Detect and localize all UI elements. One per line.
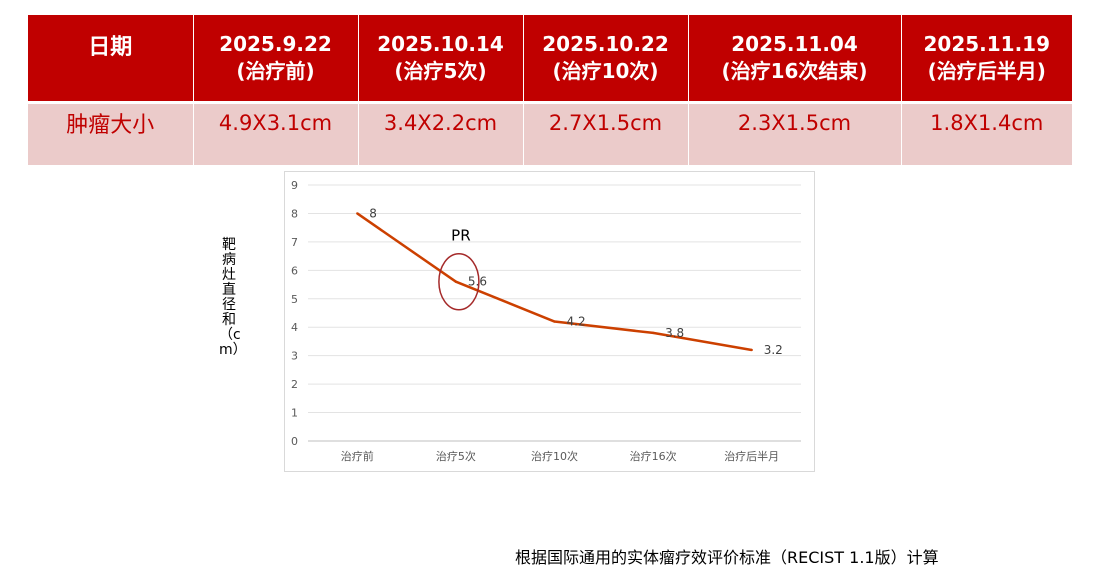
y-tick-label: 5: [291, 293, 298, 306]
y-tick-label: 3: [291, 350, 298, 363]
table-cell: 3.4X2.2cm: [357, 101, 523, 165]
data-point: [750, 348, 753, 352]
data-point: [454, 280, 458, 283]
header-cell: 2025.10.22 (治疗10次): [522, 15, 688, 103]
y-tick-label: 1: [291, 407, 298, 420]
y-axis-label: 靶病灶直径和（cm）: [219, 237, 247, 358]
y-tick-label: 2: [291, 378, 298, 391]
table-cell: 1.8X1.4cm: [900, 101, 1072, 165]
y-tick-label: 7: [291, 236, 298, 249]
header-cell: 2025.11.04 (治疗16次结束): [687, 15, 901, 103]
header-date: 2025.10.14: [377, 32, 504, 56]
y-tick-label: 8: [291, 207, 298, 220]
data-point: [553, 320, 556, 323]
header-note: (治疗后半月): [927, 59, 1046, 83]
y-tick-label: 9: [291, 179, 298, 192]
pr-annotation-ellipse: [438, 252, 480, 311]
series-line: [356, 212, 752, 352]
header-date-label: 日期: [28, 15, 193, 103]
x-tick-label: 治疗5次: [436, 449, 476, 463]
header-date: 2025.9.22: [219, 32, 332, 56]
table-row: 肿瘤大小 4.9X3.1cm 3.4X2.2cm 2.7X1.5cm 2.3X1…: [28, 101, 1072, 165]
footnote: 根据国际通用的实体瘤疗效评价标准（RECIST 1.1版）计算: [515, 548, 939, 567]
x-tick-label: 治疗16次: [630, 449, 677, 463]
pr-annotation-label: PR: [451, 227, 470, 245]
x-tick-label: 治疗后半月: [724, 449, 779, 463]
y-tick-label: 4: [291, 321, 298, 334]
table-cell: 4.9X3.1cm: [192, 101, 358, 165]
header-note: (治疗10次): [552, 59, 659, 83]
row-label: 肿瘤大小: [28, 101, 193, 165]
table-cell: 2.7X1.5cm: [522, 101, 688, 165]
tumor-size-table: 日期 2025.9.22 (治疗前) 2025.10.14 (治疗5次) 2025.…: [28, 15, 1072, 165]
data-point: [356, 212, 359, 215]
header-cell: 2025.10.14 (治疗5次): [357, 15, 523, 103]
header-cell: 2025.11.19 (治疗后半月): [900, 15, 1072, 103]
header-note: (治疗5次): [394, 59, 487, 83]
data-label: 5.6: [468, 275, 487, 289]
data-label: 8: [369, 206, 377, 220]
data-label: 3.8: [665, 326, 684, 340]
data-label: 4.2: [567, 315, 586, 329]
x-tick-label: 治疗10次: [531, 449, 578, 463]
data-point: [651, 331, 655, 335]
y-tick-label: 0: [291, 435, 298, 448]
header-cell: 2025.9.22 (治疗前): [192, 15, 358, 103]
y-tick-label: 6: [291, 264, 298, 277]
data-label: 3.2: [764, 343, 783, 357]
table-cell: 2.3X1.5cm: [687, 101, 901, 165]
header-note: (治疗前): [236, 59, 315, 83]
chart-frame: [284, 171, 815, 472]
table-header-row: 日期 2025.9.22 (治疗前) 2025.10.14 (治疗5次) 2025.…: [28, 15, 1072, 103]
header-date: 2025.10.22: [542, 32, 669, 56]
header-note: (治疗16次结束): [721, 59, 868, 83]
header-date: 2025.11.04: [731, 32, 858, 56]
x-tick-label: 治疗前: [341, 449, 374, 463]
header-date: 2025.11.19: [923, 32, 1051, 56]
